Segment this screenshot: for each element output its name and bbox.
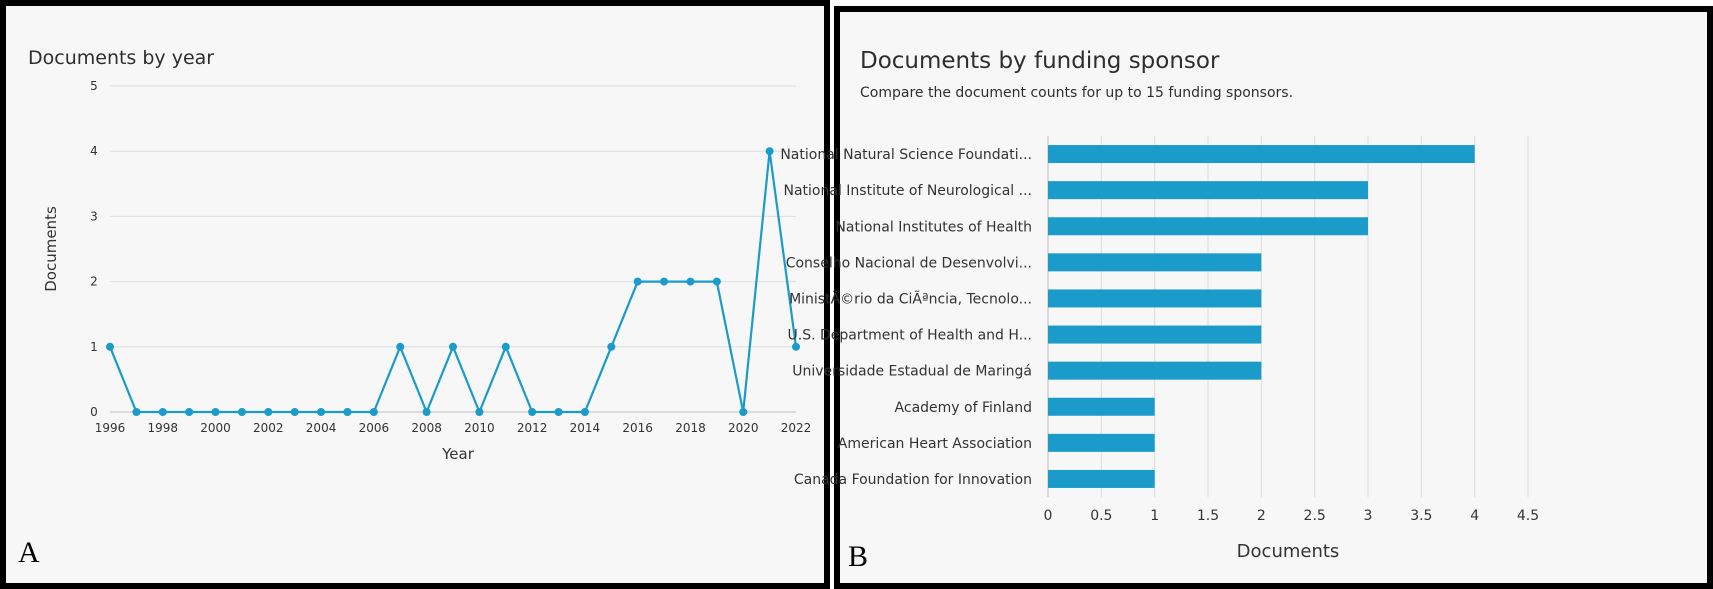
panel-a-documents-by-year: Documents by year 0 1 2 3 4 5 1996 1998 2000 2002 2… — [0, 0, 830, 589]
chart-title: Documents by year — [28, 47, 214, 69]
panel-label-a: A — [18, 536, 40, 569]
x-tick-label: 3.5 — [1410, 508, 1432, 524]
x-tick-label: 2006 — [359, 421, 390, 435]
data-point — [554, 408, 563, 416]
y-tick-label: 2 — [90, 275, 98, 289]
bar — [1048, 397, 1155, 416]
bar — [1048, 433, 1155, 452]
data-point — [343, 408, 352, 416]
panel-label-b: B — [848, 540, 869, 573]
x-tick-label: 0.5 — [1090, 508, 1112, 524]
x-tick-label: 2014 — [570, 421, 601, 435]
data-point — [501, 342, 510, 351]
x-tick-label: 2010 — [464, 421, 495, 435]
data-point — [132, 408, 141, 416]
data-point — [739, 408, 748, 416]
bar — [1048, 253, 1262, 272]
chart-title: Documents by funding sponsor — [860, 48, 1220, 74]
data-point — [475, 408, 484, 416]
bar — [1048, 469, 1155, 488]
line-chart-documents-by-year: Documents by year 0 1 2 3 4 5 1996 1998 2000 2002 2… — [28, 47, 812, 463]
bar — [1048, 181, 1368, 200]
data-point — [317, 408, 326, 416]
category-label: Universidade Estadual de Maringá — [792, 364, 1032, 380]
category-label: U.S. Department of Health and H... — [788, 328, 1032, 344]
x-tick-label: 2016 — [622, 421, 653, 435]
bar — [1048, 289, 1262, 308]
data-point — [660, 277, 669, 286]
y-axis-label: Documents — [42, 206, 60, 292]
category-label: National Institutes of Health — [835, 219, 1032, 235]
y-tick-label: 0 — [90, 405, 98, 419]
x-tick-label: 2012 — [517, 421, 548, 435]
bar — [1048, 361, 1262, 380]
y-tick-label: 5 — [90, 79, 98, 93]
x-tick-label: 1 — [1150, 508, 1159, 524]
data-point — [211, 408, 220, 416]
category-label: Academy of Finland — [895, 400, 1032, 416]
x-tick-label: 2020 — [728, 421, 759, 435]
x-tick-label: 1996 — [95, 421, 126, 435]
data-point — [422, 408, 431, 416]
data-point — [792, 342, 800, 351]
category-label: National Natural Science Foundati... — [780, 147, 1032, 163]
panel-b-documents-by-funding-sponsor: Documents by funding sponsor Compare the … — [780, 6, 1713, 589]
x-tick-label: 1998 — [147, 421, 178, 435]
y-tick-label: 4 — [90, 144, 98, 158]
x-axis-label: Documents — [1237, 541, 1340, 562]
category-label: Conselho Nacional de Desenvolvi... — [786, 255, 1032, 271]
x-tick-label: 2 — [1257, 508, 1266, 524]
x-tick-label: 2004 — [306, 421, 337, 435]
x-tick-label: 2018 — [675, 421, 706, 435]
x-axis-label: Year — [441, 445, 475, 463]
bar-chart-documents-by-funding-sponsor: Documents by funding sponsor Compare the … — [780, 48, 1539, 562]
chart-subtitle: Compare the document counts for up to 15… — [860, 85, 1293, 101]
data-point — [633, 277, 642, 286]
x-tick-label: 2000 — [200, 421, 231, 435]
data-point — [686, 277, 695, 286]
data-point — [264, 408, 273, 416]
data-point — [369, 408, 378, 416]
x-tick-label: 4 — [1470, 508, 1479, 524]
data-point — [106, 342, 114, 351]
data-point — [607, 342, 616, 351]
x-tick-label: 4.5 — [1517, 508, 1539, 524]
category-label: MinistÃ©rio da CiÃªncia, Tecnolo... — [789, 290, 1032, 307]
category-label: American Heart Association — [838, 436, 1032, 452]
x-tick-label: 3 — [1364, 508, 1373, 524]
data-point — [396, 342, 405, 351]
bar — [1048, 325, 1262, 344]
x-tick-label: 2008 — [411, 421, 442, 435]
x-tick-label: 2002 — [253, 421, 284, 435]
data-point — [449, 342, 457, 351]
x-tick-label: 2.5 — [1304, 508, 1326, 524]
category-label: Canada Foundation for Innovation — [794, 472, 1032, 488]
data-point — [580, 408, 589, 416]
x-tick-label: 1.5 — [1197, 508, 1219, 524]
x-tick-label: 2022 — [781, 421, 812, 435]
data-point — [528, 408, 537, 416]
data-point — [237, 408, 246, 416]
y-tick-label: 3 — [90, 209, 98, 223]
x-tick-label: 0 — [1044, 508, 1053, 524]
data-point — [765, 147, 774, 156]
category-label: National Institute of Neurological ... — [784, 183, 1033, 199]
data-point — [158, 408, 167, 416]
y-tick-label: 1 — [90, 340, 98, 354]
data-point — [290, 408, 299, 416]
data-point — [185, 408, 194, 416]
bar — [1048, 217, 1368, 236]
data-point — [712, 277, 721, 286]
bar — [1048, 145, 1475, 164]
